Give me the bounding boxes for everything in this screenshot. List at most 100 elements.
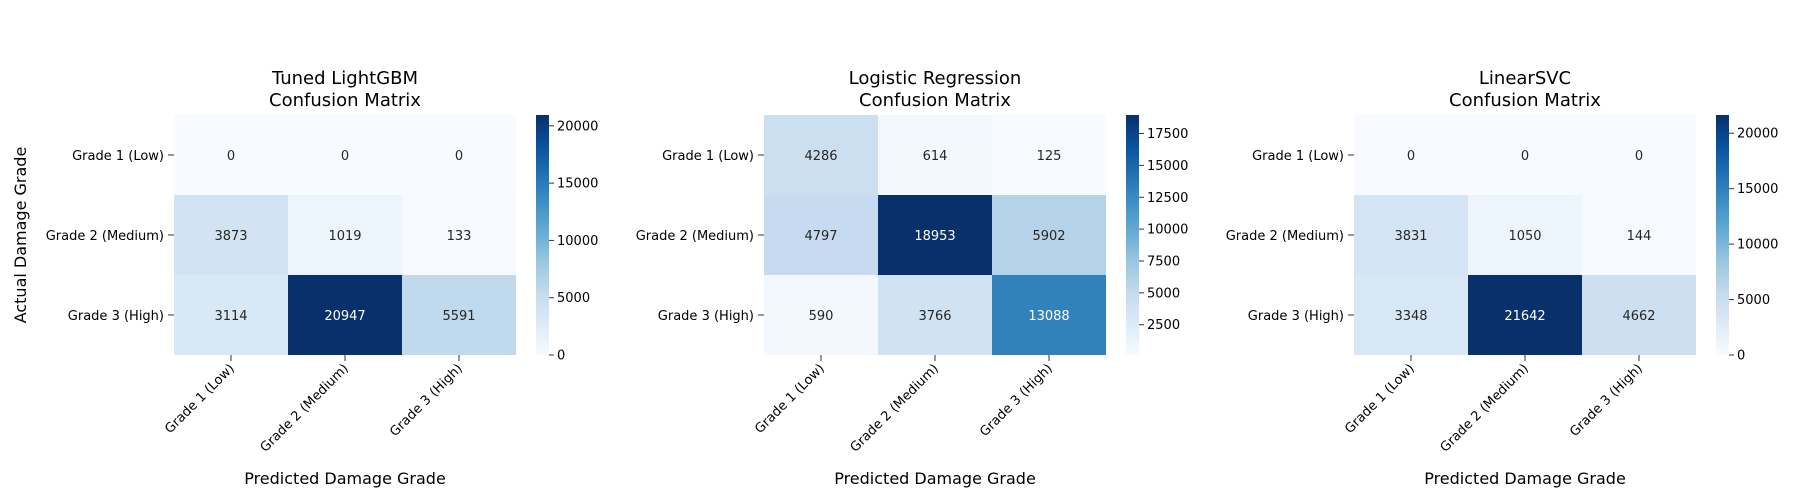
panel-0-colorbar [536, 115, 549, 355]
panel-0-ytick-label-2: Grade 3 (High) [68, 309, 164, 324]
panel-0-cell-label-2-0: 3114 [214, 309, 247, 324]
panel-2-cell-1-2 [1582, 195, 1696, 275]
panel-1-cell-label-2-0: 590 [809, 309, 834, 324]
panel-0-colorbar-tick-label-4: 20000 [557, 119, 598, 134]
panel-0-colorbar-tick-label-1: 5000 [557, 291, 590, 306]
panel-1-ytick-label-1: Grade 2 (Medium) [636, 229, 754, 244]
panel-2-cell-label-2-1: 21642 [1504, 309, 1545, 324]
panel-0-cell-label-1-1: 1019 [328, 229, 361, 244]
panel-2-title: LinearSVC Confusion Matrix [1449, 68, 1601, 111]
panel-1-cell-label-0-1: 614 [923, 149, 948, 164]
panel-1-cell-label-0-2: 125 [1037, 149, 1062, 164]
panel-1-cell-2-1 [878, 275, 992, 355]
panel-2-xlabel: Predicted Damage Grade [1424, 469, 1626, 488]
panel-1-cell-label-2-1: 3766 [918, 309, 951, 324]
panel-1-cell-0-0 [764, 115, 878, 195]
panel-2-xtick-label-2: Grade 3 (High) [1567, 361, 1646, 440]
panel-2-cell-2-2 [1582, 275, 1696, 355]
panel-0-cell-label-0-2: 0 [455, 149, 463, 164]
panel-2-cell-label-0-0: 0 [1407, 149, 1415, 164]
panel-2: LinearSVC Confusion Matrix 0 0 0 3831 1050 144 3… [1226, 68, 1779, 488]
panel-0-colorbar-tick-label-0: 0 [557, 349, 565, 364]
panel-0-colorbar-tick-label-2: 10000 [557, 234, 598, 249]
panel-2-cell-label-0-2: 0 [1635, 149, 1643, 164]
panel-1-cell-1-0 [764, 195, 878, 275]
panel-0-ytick-label-0: Grade 1 (Low) [72, 149, 164, 164]
panel-0-cell-label-0-0: 0 [227, 149, 235, 164]
panel-1-xtick-label-0: Grade 1 (Low) [752, 361, 828, 437]
panel-2-cell-2-1 [1468, 275, 1582, 355]
panel-1-cell-label-2-2: 13088 [1028, 309, 1069, 324]
panel-1-cell-2-2 [992, 275, 1106, 355]
panel-0-title: Tuned LightGBM Confusion Matrix [269, 68, 421, 111]
panel-2-colorbar [1716, 115, 1729, 355]
panel-1-colorbar-tick-label-1: 5000 [1147, 286, 1180, 301]
panel-0-cell-label-1-0: 3873 [214, 229, 247, 244]
panel-0-xlabel: Predicted Damage Grade [244, 469, 446, 488]
panel-0-cell-2-1 [288, 275, 402, 355]
panel-1-cell-label-1-2: 5902 [1032, 229, 1065, 244]
panel-0-xtick-label-1: Grade 2 (Medium) [258, 361, 352, 455]
panel-1-ytick-label-0: Grade 1 (Low) [662, 149, 754, 164]
panel-0-cell-label-1-2: 133 [447, 229, 472, 244]
panel-0: Tuned LightGBM Confusion Matrix 0 0 0 3873 101… [11, 68, 598, 488]
panel-1-cell-2-0 [764, 275, 878, 355]
panel-1-xtick-label-1: Grade 2 (Medium) [848, 361, 942, 455]
panel-0-cell-label-2-2: 5591 [442, 309, 475, 324]
panel-0-cell-0-0 [174, 115, 288, 195]
panel-1-colorbar [1126, 115, 1139, 355]
panel-1-xtick-label-2: Grade 3 (High) [977, 361, 1056, 440]
panel-2-colorbar-tick-label-1: 5000 [1737, 293, 1770, 308]
panel-1-title: Logistic Regression Confusion Matrix [849, 68, 1022, 111]
panel-0-cell-2-2 [402, 275, 516, 355]
panel-2-ytick-label-1: Grade 2 (Medium) [1226, 229, 1344, 244]
panel-1-cell-label-0-0: 4286 [804, 149, 837, 164]
panel-2-cell-0-1 [1468, 115, 1582, 195]
panel-2-colorbar-tick-label-4: 20000 [1737, 127, 1778, 142]
panel-2-cell-label-2-0: 3348 [1394, 309, 1427, 324]
panel-2-cell-0-2 [1582, 115, 1696, 195]
panel-1-ytick-label-2: Grade 3 (High) [658, 309, 754, 324]
panel-1-cell-label-1-1: 18953 [914, 229, 955, 244]
panel-0-xtick-label-2: Grade 3 (High) [387, 361, 466, 440]
panel-2-cell-2-0 [1354, 275, 1468, 355]
panel-2-cell-0-0 [1354, 115, 1468, 195]
panel-2-cell-1-0 [1354, 195, 1468, 275]
panel-0-ytick-label-1: Grade 2 (Medium) [46, 229, 164, 244]
panel-2-xtick-label-1: Grade 2 (Medium) [1438, 361, 1532, 455]
panel-1-colorbar-tick-label-4: 12500 [1147, 191, 1188, 206]
panel-0-cell-label-2-1: 20947 [324, 309, 365, 324]
panel-0-cell-1-1 [288, 195, 402, 275]
panel-2-cell-1-1 [1468, 195, 1582, 275]
panel-2-ytick-label-0: Grade 1 (Low) [1252, 149, 1344, 164]
panel-0-cell-0-1 [288, 115, 402, 195]
panel-0-cell-0-2 [402, 115, 516, 195]
panel-1-colorbar-tick-label-0: 2500 [1147, 318, 1180, 333]
panel-1-colorbar-tick-label-3: 10000 [1147, 223, 1188, 238]
panel-2-cell-label-0-1: 0 [1521, 149, 1529, 164]
panel-0-colorbar-tick-label-3: 15000 [557, 177, 598, 192]
panel-0-cell-2-0 [174, 275, 288, 355]
panel-2-colorbar-tick-label-0: 0 [1737, 349, 1745, 364]
panel-0-cell-1-2 [402, 195, 516, 275]
panel-2-ytick-label-2: Grade 3 (High) [1248, 309, 1344, 324]
panel-0-cell-1-0 [174, 195, 288, 275]
panel-2-colorbar-tick-label-2: 10000 [1737, 238, 1778, 253]
panel-2-cell-label-1-1: 1050 [1508, 229, 1541, 244]
panel-1-cell-label-1-0: 4797 [804, 229, 837, 244]
panel-2-cell-label-1-2: 144 [1627, 229, 1652, 244]
panel-1-xlabel: Predicted Damage Grade [834, 469, 1036, 488]
panel-1-cell-0-1 [878, 115, 992, 195]
panel-2-xtick-label-0: Grade 1 (Low) [1342, 361, 1418, 437]
panel-1-colorbar-tick-label-6: 17500 [1147, 127, 1188, 142]
panel-2-colorbar-tick-label-3: 15000 [1737, 182, 1778, 197]
panel-1-cell-1-1 [878, 195, 992, 275]
panel-1-colorbar-tick-label-2: 7500 [1147, 254, 1180, 269]
panel-1-colorbar-tick-label-5: 15000 [1147, 159, 1188, 174]
panel-0-xtick-label-0: Grade 1 (Low) [162, 361, 238, 437]
panel-1-cell-0-2 [992, 115, 1106, 195]
panel-2-cell-label-1-0: 3831 [1394, 229, 1427, 244]
panel-2-cell-label-2-2: 4662 [1622, 309, 1655, 324]
panel-1: Logistic Regression Confusion Matrix 4286 6… [636, 68, 1189, 488]
